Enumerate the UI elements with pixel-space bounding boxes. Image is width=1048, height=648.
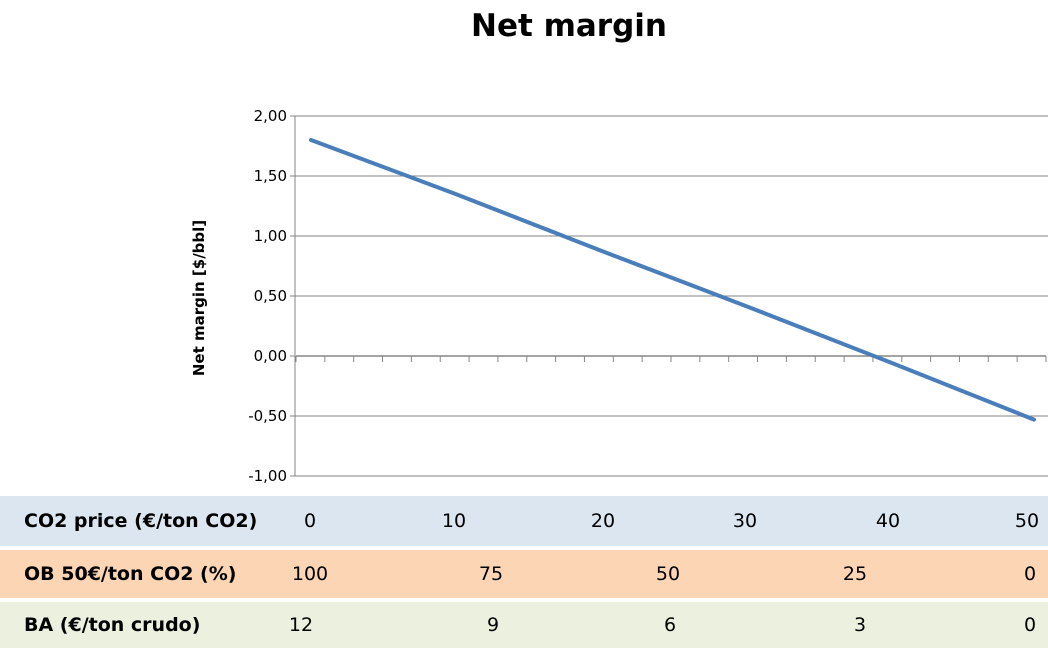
ob-value: 100	[291, 563, 329, 585]
table-row-co2-price: CO2 price (€/ton CO2) 0 10 20 30 40 50	[0, 496, 1048, 546]
y-tick-label: 1,50	[254, 167, 287, 185]
y-tick-labels: 2,00 1,50 1,00 0,50 0,00 -0,50 -1,00	[248, 107, 287, 485]
axes	[290, 115, 1047, 477]
row-label-ba: BA (€/ton crudo)	[24, 614, 201, 636]
data-point	[743, 304, 747, 308]
ba-value: 3	[853, 614, 867, 636]
data-point	[1032, 418, 1036, 422]
co2-price-value: 40	[875, 510, 901, 532]
y-axis-label: Net margin [$/bbl]	[190, 220, 208, 376]
ob-value: 25	[842, 563, 868, 585]
table-row-ob: OB 50€/ton CO2 (%) 100 75 50 25 0	[0, 550, 1048, 598]
ba-value: 9	[486, 614, 500, 636]
co2-price-value: 50	[1014, 510, 1040, 532]
ba-value: 6	[663, 614, 677, 636]
data-point	[887, 360, 891, 364]
y-tick-label: 2,00	[254, 107, 287, 125]
y-tick-label: 0,50	[254, 287, 287, 305]
line-chart: 2,00 1,50 1,00 0,50 0,00 -0,50 -1,00 Net margi…	[190, 107, 1048, 485]
y-tick-label: 1,00	[254, 227, 287, 245]
gridlines	[295, 115, 1048, 477]
data-point	[598, 248, 602, 252]
ba-value: 0	[1023, 614, 1037, 636]
data-point	[309, 138, 313, 142]
row-label-co2-price: CO2 price (€/ton CO2)	[24, 510, 258, 532]
ba-value: 12	[288, 614, 314, 636]
y-tick-label: -1,00	[248, 467, 287, 485]
ob-value: 0	[1023, 563, 1037, 585]
row-label-ob: OB 50€/ton CO2 (%)	[24, 563, 237, 585]
co2-price-value: 0	[303, 510, 317, 532]
ob-value: 75	[478, 563, 504, 585]
co2-price-value: 30	[732, 510, 758, 532]
co2-price-value: 10	[441, 510, 467, 532]
ob-value: 50	[655, 563, 681, 585]
series-line	[309, 138, 1036, 422]
series-group	[309, 138, 1036, 422]
data-point	[454, 192, 458, 196]
y-tick-label: -0,50	[248, 407, 287, 425]
chart-title: Net margin	[471, 8, 667, 44]
table-row-ba: BA (€/ton crudo) 12 9 6 3 0	[0, 602, 1048, 648]
y-tick-label: 0,00	[254, 347, 287, 365]
co2-price-value: 20	[590, 510, 616, 532]
